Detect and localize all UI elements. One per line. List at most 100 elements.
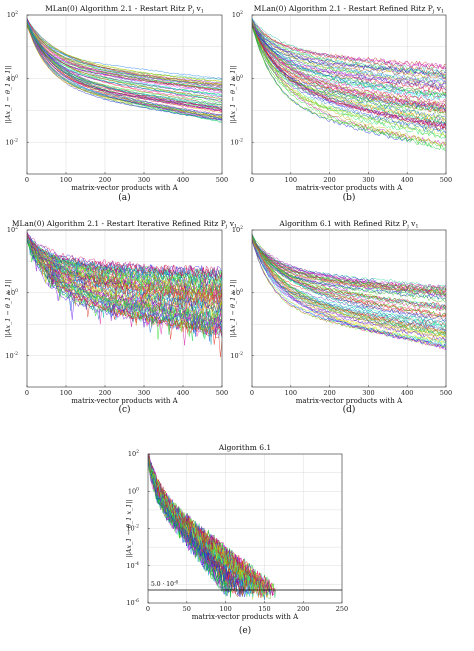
y-tick-label: 100: [7, 74, 18, 83]
chart-caption: (a): [118, 192, 130, 203]
series-line: [252, 235, 446, 344]
series-line: [27, 236, 222, 306]
chart-title: MLan(0) Algorithm 2.1 - Restart Refined …: [254, 4, 444, 15]
series-line: [148, 454, 269, 592]
series-line: [252, 24, 446, 128]
series-line: [252, 24, 444, 132]
series-line: [252, 23, 446, 76]
axes-box: [26, 14, 223, 175]
series-line: [27, 20, 222, 117]
series-line: [252, 18, 446, 150]
series-line: [252, 19, 446, 70]
series-line: [27, 18, 222, 93]
series-line: [27, 25, 222, 113]
series-line: [27, 22, 222, 103]
series-line: [27, 236, 222, 286]
series-line: [27, 231, 222, 289]
series-line: [252, 240, 349, 292]
series-line: [252, 22, 446, 78]
x-axis-label: matrix-vector products with A: [296, 397, 403, 405]
y-tick-label: 102: [232, 225, 243, 234]
x-tick-label: 300: [362, 176, 374, 184]
series-line: [27, 20, 222, 123]
x-tick-label: 100: [219, 605, 231, 613]
series-line: [252, 25, 446, 79]
axes-box: [251, 14, 447, 175]
series-line: [252, 26, 446, 99]
series-line: [252, 26, 446, 121]
x-axis-label: matrix-vector products with A: [192, 613, 299, 621]
chart-c: 0 100 200 300 400 500 102 100 10-2 MLan(0) Algori…: [4, 219, 237, 415]
x-tick-label: 0: [250, 389, 254, 397]
series-line: [252, 19, 446, 108]
chart-caption: (e): [239, 625, 251, 636]
series-line: [27, 237, 222, 282]
series-line: [27, 22, 222, 120]
series-group: [252, 233, 446, 351]
axes-box: [251, 229, 447, 388]
series-line: [252, 20, 446, 137]
plot-area: [252, 15, 446, 174]
y-tick-label: 10-6: [126, 598, 139, 607]
x-tick-label: 250: [336, 605, 348, 613]
series-line: [27, 21, 222, 98]
plot-area: [252, 230, 446, 387]
series-line: [252, 233, 446, 295]
y-tick-label: 102: [7, 225, 18, 234]
series-line: [252, 22, 446, 107]
series-line: [252, 238, 375, 290]
series-group: [252, 17, 446, 151]
chart-a: 0 100 200 300 400 500 102 100 10-2 MLan(0) Algori…: [4, 4, 228, 203]
series-line: [252, 237, 408, 331]
series-line: [27, 237, 143, 279]
series-line: [252, 21, 446, 130]
chart-b: 0 100 200 300 400 500 102 100 10-2 MLan(0) Algori…: [229, 4, 452, 203]
threshold-label: 5.0 · 10-6: [151, 579, 178, 588]
series-line: [252, 26, 446, 116]
x-tick-label: 100: [285, 176, 297, 184]
series-line: [148, 461, 227, 597]
x-tick-label: 0: [250, 176, 254, 184]
series-line: [27, 236, 222, 338]
series-line: [252, 24, 446, 113]
chart-title: MLan(0) Algorithm 2.1 - Restart Ritz Pj …: [45, 4, 204, 15]
y-tick-label: 100: [232, 288, 243, 297]
chart-caption: (d): [343, 404, 356, 415]
chart-caption: (c): [118, 404, 130, 415]
y-axis-label: ||Ax_1 − θ_1 x_1||: [229, 279, 237, 338]
x-tick-label: 300: [138, 389, 150, 397]
series-line: [252, 240, 446, 299]
series-line: [252, 235, 446, 331]
series-line: [252, 233, 446, 351]
series-line: [252, 21, 446, 147]
series-line: [252, 20, 446, 134]
y-axis-label: ||Ax_1 − θ_1 x_1||: [125, 499, 133, 558]
chart-title: Algorithm 6.1 with Refined Ritz Pj v1: [278, 219, 418, 230]
x-tick-label: 500: [216, 389, 228, 397]
series-line: [27, 20, 201, 97]
series-line: [252, 23, 446, 113]
y-axis-label: ||Ax_1 − θ_1 x_1||: [229, 65, 237, 124]
x-tick-label: 300: [362, 389, 374, 397]
series-line: [27, 21, 222, 116]
series-line: [252, 238, 446, 295]
series-line: [27, 21, 222, 108]
x-tick-label: 100: [60, 176, 72, 184]
series-line: [252, 234, 446, 318]
series-line: [252, 22, 446, 93]
series-line: [27, 233, 222, 314]
x-tick-label: 400: [401, 176, 413, 184]
series-line: [252, 235, 446, 336]
chart-title: MLan(0) Algorithm 2.1 - Restart Iterativ…: [12, 219, 237, 230]
x-tick-label: 150: [258, 605, 270, 613]
x-tick-label: 300: [138, 176, 150, 184]
series-line: [252, 24, 446, 77]
series-line: [252, 17, 446, 101]
series-line: [252, 19, 446, 103]
x-tick-label: 0: [25, 389, 29, 397]
series-line: [27, 237, 222, 331]
series-line: [252, 18, 446, 112]
series-line: [252, 23, 402, 90]
series-line: [27, 22, 222, 89]
series-line: [27, 24, 222, 92]
